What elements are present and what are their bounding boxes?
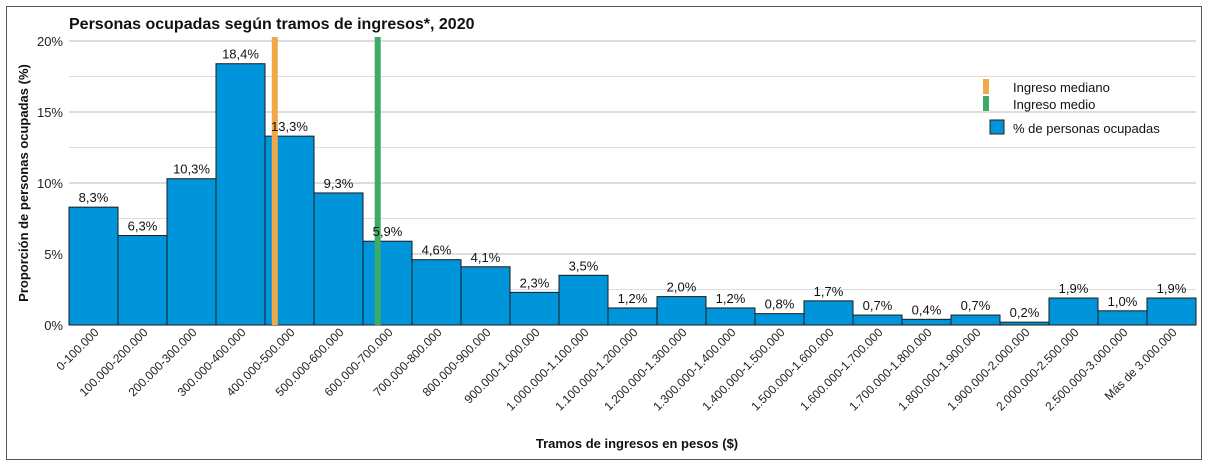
legend-swatch-bars	[989, 119, 1005, 135]
data-label: 18,4%	[222, 47, 259, 62]
data-label: 13,3%	[271, 119, 308, 134]
x-tick-label: 2.500.000-3.000.000	[1042, 325, 1130, 413]
x-tick-label: 1.500.000-1.600.000	[748, 325, 836, 413]
bar	[1048, 297, 1099, 326]
legend-label-mean: Ingreso medio	[1013, 97, 1095, 112]
y-tick-label: 10%	[37, 176, 63, 191]
x-tick-label: 1.900.000-2.000.000	[944, 325, 1032, 413]
data-label: 0,8%	[765, 297, 795, 312]
legend-label-bars: % de personas ocupadas	[1013, 121, 1160, 136]
bar	[411, 259, 462, 326]
reference-line	[374, 37, 381, 325]
data-label: 9,3%	[324, 176, 354, 191]
x-tick-label: 1.200.000-1.300.000	[601, 325, 689, 413]
y-tick-label: 15%	[37, 105, 63, 120]
data-label: 3,5%	[569, 258, 599, 273]
x-tick-label: 1.000.000-1.100.000	[503, 325, 591, 413]
data-label: 4,6%	[422, 243, 452, 258]
reference-line	[271, 37, 278, 325]
x-axis-title: Tramos de ingresos en pesos ($)	[536, 436, 738, 451]
reference-lines	[271, 37, 381, 325]
bar	[607, 307, 658, 326]
data-label: 0,7%	[863, 298, 893, 313]
bar	[656, 296, 707, 326]
y-axis-title: Proporción de personas ocupadas (%)	[16, 64, 31, 302]
bar	[852, 314, 903, 326]
data-labels: 8,3% 6,3% 10,3% 18,4% 13,3% 9,3% 5,9% 4,6% 4,1% 2…	[79, 47, 1187, 320]
data-label: 1,2%	[716, 291, 746, 306]
legend-swatch-mean	[983, 96, 989, 111]
bar	[754, 313, 805, 326]
y-tick-label: 20%	[37, 34, 63, 49]
bar-chart: Personas ocupadas según tramos de ingres…	[16, 16, 1197, 451]
bar	[705, 307, 756, 326]
bar	[362, 240, 413, 326]
data-label: 6,3%	[128, 219, 158, 234]
data-label: 1,9%	[1157, 281, 1187, 296]
data-label: 0,2%	[1010, 305, 1040, 320]
bar	[558, 274, 609, 326]
legend-swatch-median	[983, 79, 989, 94]
data-label: 1,9%	[1059, 281, 1089, 296]
y-tick-label: 5%	[44, 247, 63, 262]
bars	[68, 63, 1197, 326]
x-tick-label: 1.100.000-1.200.000	[552, 325, 640, 413]
data-label: 8,3%	[79, 190, 109, 205]
bar	[999, 321, 1050, 326]
data-label: 5,9%	[373, 224, 403, 239]
x-tick-label: 2.000.000-2.500.000	[993, 325, 1081, 413]
x-tick-label: 1.400.000-1.500.000	[699, 325, 787, 413]
data-label: 1,0%	[1108, 294, 1138, 309]
bar	[901, 318, 952, 326]
data-label: 2,0%	[667, 280, 697, 295]
y-axis-ticks: 0% 5% 10% 15% 20%	[37, 34, 63, 333]
bar	[803, 300, 854, 326]
bar	[1097, 310, 1148, 326]
x-tick-label: 1.700.000-1.800.000	[846, 325, 934, 413]
data-label: 1,7%	[814, 284, 844, 299]
data-label: 10,3%	[173, 162, 210, 177]
bar	[215, 63, 266, 326]
x-axis-ticks: 0-100.000100.000-200.000200.000-300.0003…	[54, 325, 1180, 413]
bar	[950, 314, 1001, 326]
legend: Ingreso mediano Ingreso medio % de perso…	[983, 79, 1160, 136]
bar	[117, 235, 168, 326]
bar	[460, 266, 511, 326]
data-label: 4,1%	[471, 250, 501, 265]
data-label: 1,2%	[618, 291, 648, 306]
data-label: 2,3%	[520, 275, 550, 290]
y-tick-label: 0%	[44, 318, 63, 333]
x-tick-label: 1.800.000-1.900.000	[895, 325, 983, 413]
bar	[166, 178, 217, 326]
data-label: 0,4%	[912, 302, 942, 317]
data-label: 0,7%	[961, 298, 991, 313]
legend-label-median: Ingreso mediano	[1013, 80, 1110, 95]
chart-frame: Personas ocupadas según tramos de ingres…	[6, 6, 1202, 460]
chart-title: Personas ocupadas según tramos de ingres…	[69, 16, 475, 33]
bar	[1146, 297, 1197, 326]
bar	[68, 206, 119, 326]
x-tick-label: 1.300.000-1.400.000	[650, 325, 738, 413]
bar	[509, 291, 560, 326]
x-tick-label: 1.600.000-1.700.000	[797, 325, 885, 413]
bar	[313, 192, 364, 326]
